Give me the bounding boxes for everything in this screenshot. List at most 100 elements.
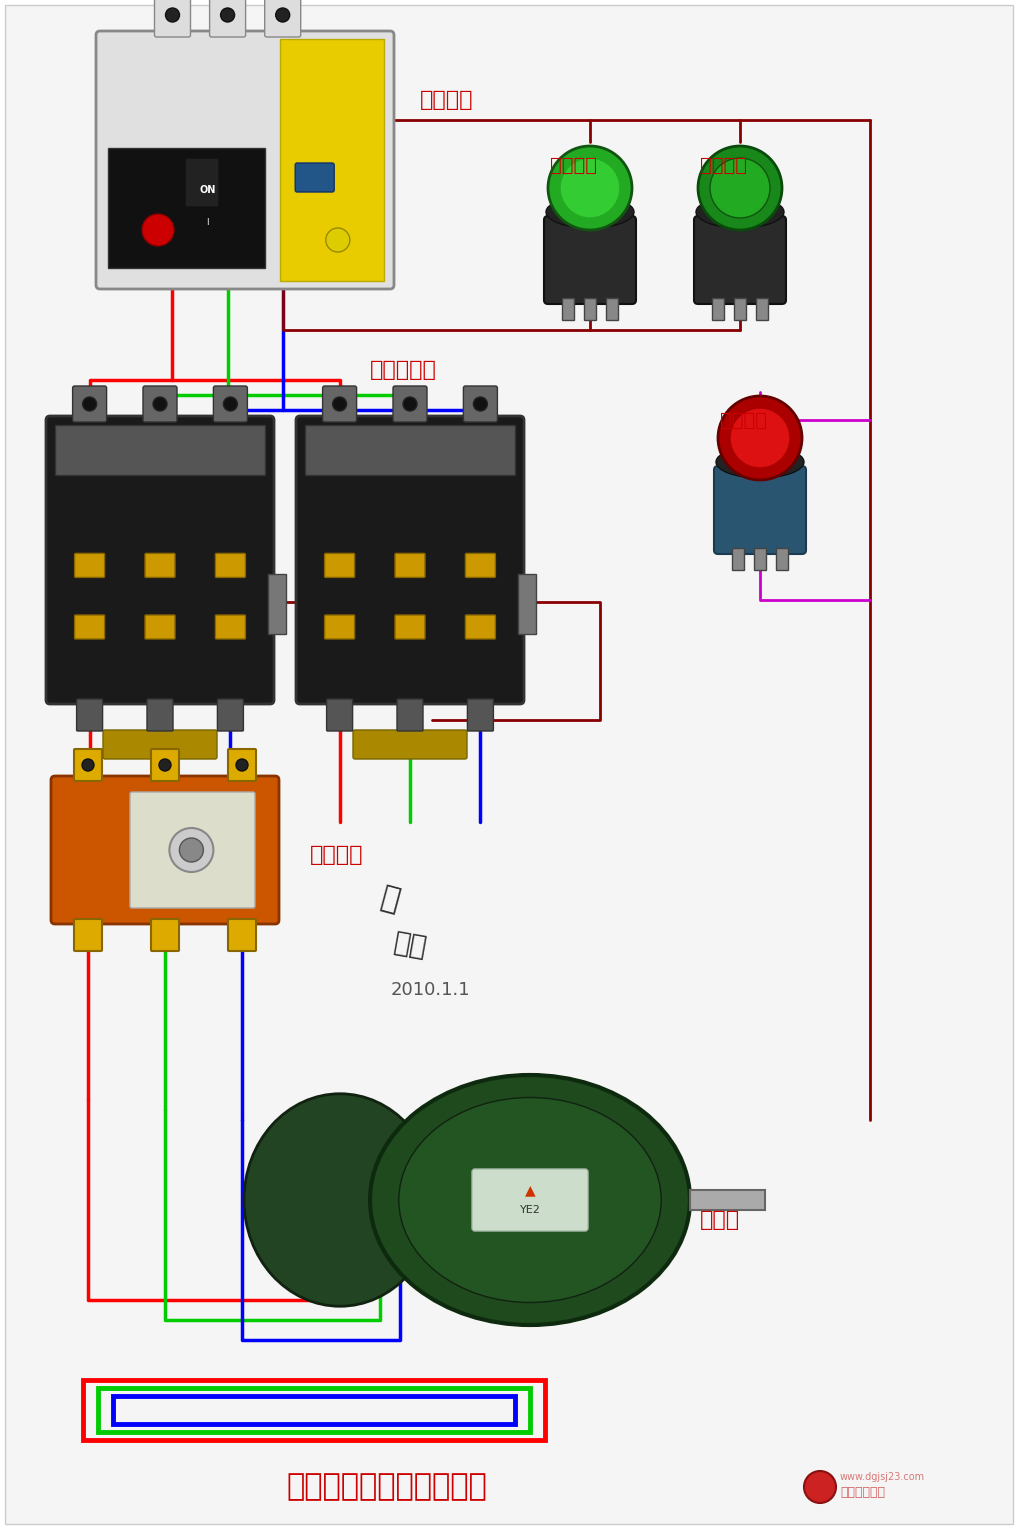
Circle shape	[179, 838, 204, 862]
Circle shape	[548, 145, 632, 229]
FancyBboxPatch shape	[472, 1170, 588, 1231]
Circle shape	[276, 8, 290, 21]
Text: 让: 让	[378, 884, 402, 916]
FancyBboxPatch shape	[185, 157, 219, 206]
FancyBboxPatch shape	[544, 216, 636, 304]
FancyBboxPatch shape	[465, 615, 496, 639]
FancyBboxPatch shape	[72, 385, 107, 422]
Text: 电动机正反转控制接线图: 电动机正反转控制接线图	[286, 1472, 488, 1501]
Circle shape	[142, 214, 174, 246]
Circle shape	[804, 1471, 836, 1503]
Bar	[562, 298, 574, 320]
FancyBboxPatch shape	[51, 777, 279, 924]
Bar	[712, 298, 724, 320]
Text: 交流接触器: 交流接触器	[370, 359, 437, 381]
Ellipse shape	[399, 1098, 662, 1303]
FancyBboxPatch shape	[145, 553, 175, 578]
FancyBboxPatch shape	[296, 416, 524, 703]
Text: 空气开关: 空气开关	[420, 90, 473, 110]
FancyBboxPatch shape	[130, 792, 254, 908]
Text: ▲: ▲	[524, 1183, 535, 1197]
FancyBboxPatch shape	[74, 749, 102, 781]
FancyBboxPatch shape	[228, 919, 256, 951]
Circle shape	[560, 157, 620, 219]
FancyBboxPatch shape	[327, 699, 352, 731]
Text: www.dgjsj23.com: www.dgjsj23.com	[840, 1472, 925, 1482]
Bar	[108, 147, 265, 268]
FancyBboxPatch shape	[218, 699, 243, 731]
Circle shape	[166, 8, 179, 21]
Circle shape	[698, 145, 782, 229]
Circle shape	[82, 758, 94, 771]
Ellipse shape	[370, 1075, 690, 1326]
FancyBboxPatch shape	[214, 385, 247, 422]
Text: 补给: 补给	[391, 928, 429, 962]
FancyBboxPatch shape	[216, 615, 245, 639]
Bar	[690, 1190, 765, 1209]
Text: ON: ON	[200, 185, 216, 196]
Ellipse shape	[244, 1093, 436, 1306]
FancyBboxPatch shape	[74, 553, 105, 578]
Text: 反转开关: 反转开关	[700, 156, 747, 174]
Circle shape	[82, 398, 97, 411]
Text: 电动机: 电动机	[700, 1209, 740, 1229]
Circle shape	[718, 396, 802, 480]
Circle shape	[710, 157, 770, 219]
FancyBboxPatch shape	[353, 729, 467, 758]
Circle shape	[236, 758, 248, 771]
FancyBboxPatch shape	[155, 0, 190, 37]
Bar	[268, 573, 286, 635]
FancyBboxPatch shape	[323, 385, 356, 422]
FancyBboxPatch shape	[228, 749, 256, 781]
FancyBboxPatch shape	[295, 164, 334, 193]
Ellipse shape	[696, 196, 784, 228]
Circle shape	[169, 829, 214, 872]
Bar	[98, 1388, 530, 1433]
FancyBboxPatch shape	[694, 216, 786, 304]
Bar	[83, 1381, 545, 1440]
Bar	[732, 547, 744, 570]
FancyBboxPatch shape	[145, 615, 175, 639]
Circle shape	[159, 758, 171, 771]
FancyBboxPatch shape	[393, 385, 427, 422]
Text: 热继电器: 热继电器	[310, 846, 363, 865]
FancyBboxPatch shape	[325, 615, 354, 639]
Bar	[734, 298, 746, 320]
FancyBboxPatch shape	[74, 919, 102, 951]
FancyBboxPatch shape	[265, 0, 300, 37]
Text: I: I	[206, 219, 209, 226]
Circle shape	[730, 408, 790, 468]
Bar	[756, 298, 768, 320]
FancyBboxPatch shape	[96, 31, 394, 289]
Circle shape	[403, 398, 417, 411]
Bar	[280, 40, 384, 281]
FancyBboxPatch shape	[210, 0, 245, 37]
Ellipse shape	[546, 196, 634, 228]
Bar	[518, 573, 536, 635]
Ellipse shape	[716, 446, 804, 479]
Bar	[584, 298, 596, 320]
FancyBboxPatch shape	[151, 919, 179, 951]
FancyBboxPatch shape	[46, 416, 274, 703]
Bar	[113, 1396, 515, 1423]
Text: 正转开关: 正转开关	[550, 156, 597, 174]
FancyBboxPatch shape	[463, 385, 498, 422]
Text: 电工技术之家: 电工技术之家	[840, 1486, 885, 1500]
Bar	[776, 547, 788, 570]
FancyBboxPatch shape	[465, 553, 496, 578]
FancyBboxPatch shape	[216, 553, 245, 578]
Bar	[754, 547, 766, 570]
Circle shape	[333, 398, 346, 411]
Bar	[606, 298, 618, 320]
FancyBboxPatch shape	[151, 749, 179, 781]
FancyBboxPatch shape	[325, 553, 354, 578]
FancyBboxPatch shape	[74, 615, 105, 639]
Circle shape	[473, 398, 488, 411]
FancyBboxPatch shape	[147, 699, 173, 731]
FancyBboxPatch shape	[395, 553, 425, 578]
FancyBboxPatch shape	[467, 699, 494, 731]
FancyBboxPatch shape	[103, 729, 217, 758]
Text: 停止开关: 停止开关	[720, 410, 767, 430]
Text: YE2: YE2	[519, 1205, 541, 1216]
Circle shape	[223, 398, 237, 411]
